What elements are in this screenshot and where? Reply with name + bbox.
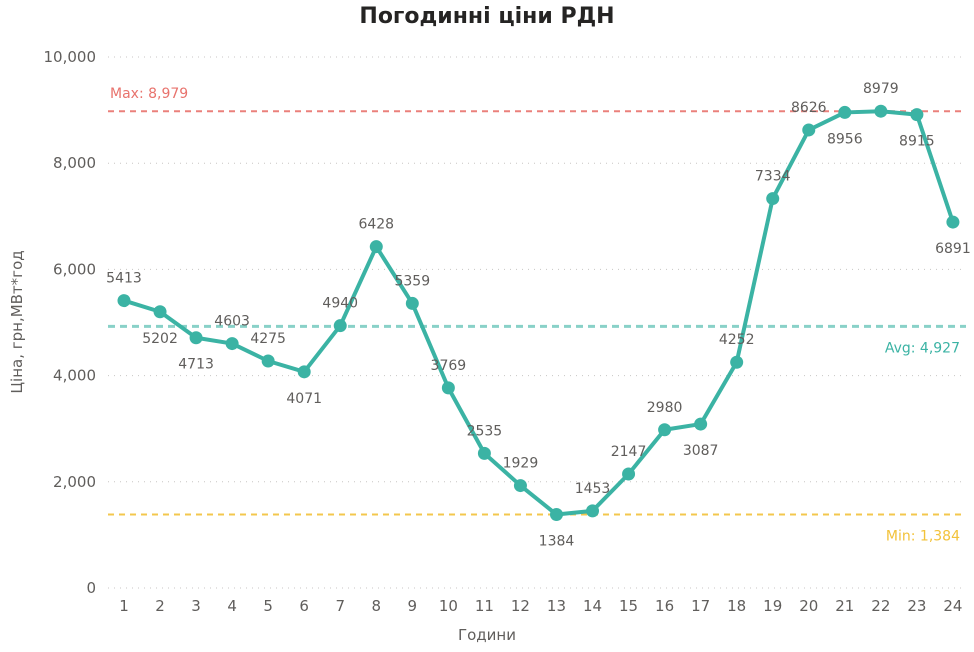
x-tick-label: 2 [155, 597, 165, 615]
x-tick-label: 17 [691, 597, 710, 615]
data-label: 2147 [611, 444, 647, 460]
x-tick-label: 1 [119, 597, 129, 615]
y-tick-label: 8,000 [53, 154, 96, 172]
data-label: 6891 [935, 241, 971, 257]
x-tick-label: 4 [227, 597, 237, 615]
data-label: 3087 [683, 443, 719, 459]
data-point [658, 423, 672, 437]
data-point [946, 215, 960, 229]
data-point [117, 294, 131, 308]
data-label: 3769 [431, 358, 467, 374]
data-label: 8915 [899, 134, 935, 150]
data-label: 1384 [539, 534, 575, 550]
x-tick-label: 22 [871, 597, 890, 615]
y-tick-label: 4,000 [53, 367, 96, 385]
data-point [549, 508, 563, 522]
data-point [766, 192, 780, 206]
reference-line-label: Min: 1,384 [886, 529, 960, 545]
y-tick-label: 6,000 [53, 260, 96, 278]
data-label: 8979 [863, 81, 899, 97]
x-tick-label: 24 [943, 597, 962, 615]
x-tick-label: 23 [907, 597, 926, 615]
data-point [910, 108, 924, 122]
x-tick-label: 16 [655, 597, 674, 615]
data-label: 7334 [755, 169, 791, 185]
data-point [622, 467, 636, 481]
data-label: 8626 [791, 100, 827, 116]
data-point [802, 123, 816, 137]
x-tick-label: 8 [372, 597, 382, 615]
x-tick-label: 9 [408, 597, 418, 615]
data-label: 4603 [214, 314, 250, 330]
data-label: 1453 [575, 481, 611, 497]
x-tick-label: 19 [763, 597, 782, 615]
x-tick-label: 18 [727, 597, 746, 615]
data-point [586, 504, 600, 518]
data-point [189, 331, 203, 345]
x-tick-label: 12 [511, 597, 530, 615]
x-tick-label: 5 [263, 597, 273, 615]
data-label: 2980 [647, 400, 683, 416]
data-point [333, 319, 347, 333]
chart-title: Погодинні ціни РДН [359, 4, 615, 29]
data-label: 8956 [827, 131, 863, 147]
data-point [838, 105, 852, 119]
x-tick-label: 7 [335, 597, 345, 615]
data-label: 4940 [322, 296, 358, 312]
x-tick-label: 15 [619, 597, 638, 615]
data-label: 1929 [503, 456, 539, 472]
data-point [261, 354, 275, 368]
data-point [441, 381, 455, 395]
data-point [477, 446, 491, 460]
data-label: 2535 [467, 423, 503, 439]
data-label: 4252 [719, 332, 755, 348]
data-point [297, 365, 311, 379]
series-line [122, 109, 955, 517]
x-tick-label: 6 [299, 597, 309, 615]
reference-line-label: Max: 8,979 [110, 86, 188, 102]
x-tick-label: 14 [583, 597, 602, 615]
data-label: 5359 [394, 273, 430, 289]
x-tick-label: 13 [547, 597, 566, 615]
x-tick-label: 10 [439, 597, 458, 615]
data-point [694, 417, 708, 431]
x-tick-label: 11 [475, 597, 494, 615]
x-tick-label: 20 [799, 597, 818, 615]
data-point [513, 479, 527, 493]
data-point [874, 104, 888, 118]
data-point [225, 337, 239, 351]
data-label: 5413 [106, 271, 142, 287]
y-tick-label: 10,000 [44, 48, 97, 66]
data-label: 4071 [286, 391, 322, 407]
data-point [405, 296, 419, 310]
x-tick-label: 21 [835, 597, 854, 615]
data-label: 4713 [178, 357, 214, 373]
y-tick-label: 2,000 [53, 473, 96, 491]
data-label: 6428 [358, 217, 394, 233]
data-point [153, 305, 167, 319]
data-label: 5202 [142, 331, 178, 347]
x-axis-title: Години [458, 626, 516, 644]
data-point [369, 240, 383, 254]
reference-line-label: Avg: 4,927 [885, 340, 960, 356]
y-tick-label: 0 [86, 579, 96, 597]
data-label: 4275 [250, 331, 286, 347]
x-tick-label: 3 [191, 597, 201, 615]
y-axis-title: Ціна, грн,МВт*год [8, 250, 26, 393]
data-point [730, 355, 744, 369]
